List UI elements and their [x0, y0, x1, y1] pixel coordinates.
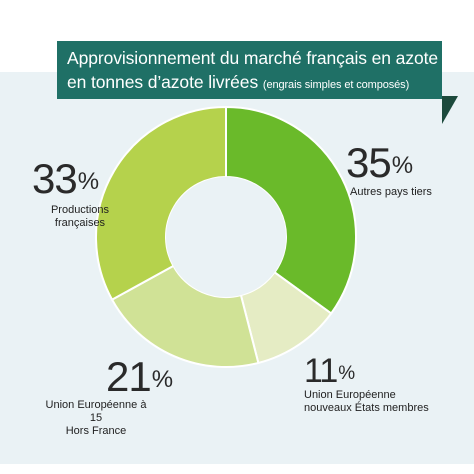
slice-label-ue-15: Union Européenne à 15 Hors France: [45, 399, 147, 437]
donut-hole: [166, 177, 286, 297]
slice-label-ue-nouveaux-membres: Union Européenne nouveaux États membres: [304, 389, 429, 414]
chart-title-box: Approvisionnement du marché français en …: [57, 41, 442, 99]
slice-percent-ue-15: 21%: [106, 353, 173, 400]
slice-percent-autres-pays-tiers: 35%: [346, 139, 413, 186]
chart-title: Approvisionnement du marché français en …: [67, 48, 438, 68]
slice-percent-ue-nouveaux-membres: 11%: [304, 352, 355, 390]
slice-percent-productions-francaises: 33%: [32, 155, 99, 202]
chart-title-line2: en tonnes d’azote livrées (engrais simpl…: [67, 70, 432, 97]
title-fold-shadow: [442, 96, 458, 124]
slice-label-productions-francaises: Productions françaises: [50, 204, 110, 229]
slice-label-autres-pays-tiers: Autres pays tiers: [350, 186, 432, 198]
chart-title-unit: en tonnes d’azote livrées: [67, 72, 259, 92]
chart-subtitle: (engrais simples et composés): [262, 79, 410, 91]
